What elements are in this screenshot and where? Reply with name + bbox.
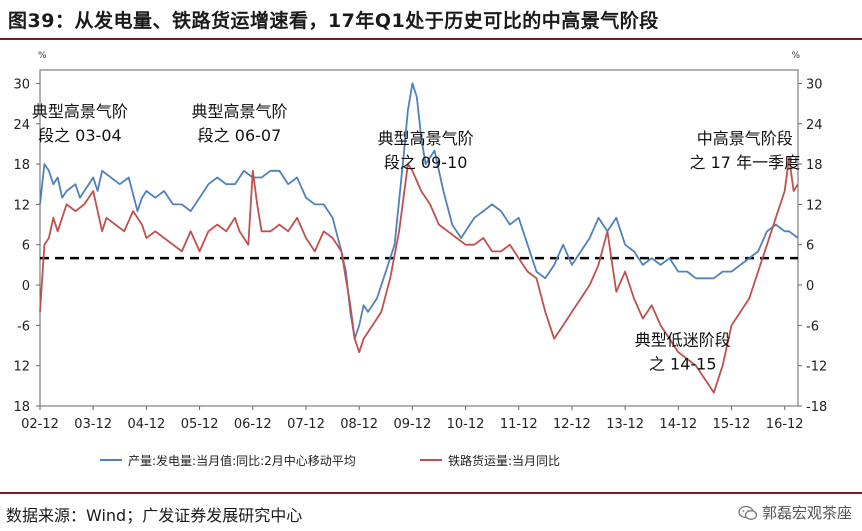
- right-tick-label: -18: [806, 400, 827, 415]
- wechat-icon: [738, 505, 758, 521]
- annotation-4-line-1: 中高景气阶段: [697, 129, 793, 148]
- left-tick-label: 30: [13, 77, 30, 92]
- x-tick-label: 11-12: [500, 417, 538, 432]
- series-line-1: [39, 82, 799, 340]
- x-tick-label: 08-12: [340, 417, 378, 432]
- right-axis-unit: %: [791, 51, 800, 61]
- right-tick-label: -6: [806, 319, 819, 334]
- x-tick-label: 05-12: [181, 417, 219, 432]
- legend-label-2: 铁路货运量:当月同比: [448, 453, 560, 468]
- x-tick-label: 03-12: [74, 417, 112, 432]
- left-tick-label: 6: [22, 239, 30, 254]
- x-tick-label: 09-12: [393, 417, 431, 432]
- left-tick-label: 12: [13, 360, 30, 375]
- left-tick-label: 12: [13, 198, 30, 213]
- series-line-2: [39, 156, 799, 394]
- annotation-5-line-1: 典型低迷阶段: [635, 331, 731, 350]
- x-tick-label: 04-12: [127, 417, 165, 432]
- watermark-text: 郭磊宏观茶座: [761, 504, 852, 522]
- right-tick-label: 18: [806, 158, 823, 173]
- annotation-3-line-1: 典型高景气阶: [378, 129, 474, 148]
- right-tick-label: 24: [806, 118, 823, 133]
- annotation-5-line-2: 之 14-15: [649, 355, 717, 374]
- left-tick-label: 24: [13, 118, 30, 133]
- x-tick-label: 10-12: [447, 417, 485, 432]
- left-tick-label: -6: [17, 319, 30, 334]
- x-tick-label: 13-12: [606, 417, 644, 432]
- left-tick-label: 18: [13, 158, 30, 173]
- title-bar: 图39：从发电量、铁路货运增速看，17年Q1处于历史可比的中高景气阶段: [0, 0, 862, 40]
- x-tick-label: 15-12: [713, 417, 751, 432]
- right-tick-label: 30: [806, 77, 823, 92]
- bottom-rule: [0, 492, 862, 494]
- annotation-1-line-1: 典型高景气阶: [32, 102, 128, 121]
- right-tick-label: 0: [806, 279, 814, 294]
- left-axis-unit: %: [38, 51, 47, 61]
- annotation-4-line-2: 之 17 年一季度: [690, 153, 801, 172]
- left-tick-label: 0: [22, 279, 30, 294]
- x-tick-label: 12-12: [553, 417, 591, 432]
- annotation-1-line-2: 段之 03-04: [38, 126, 122, 145]
- x-tick-label: 07-12: [287, 417, 325, 432]
- x-tick-label: 02-12: [21, 417, 59, 432]
- right-tick-label: 6: [806, 239, 814, 254]
- annotation-2-line-2: 段之 06-07: [198, 126, 282, 145]
- x-tick-label: 06-12: [234, 417, 272, 432]
- right-tick-label: 12: [806, 198, 823, 213]
- source-note: 数据来源：Wind；广发证券发展研究中心: [6, 506, 303, 525]
- left-tick-label: 18: [13, 400, 30, 415]
- x-tick-label: 14-12: [659, 417, 697, 432]
- annotation-2-line-1: 典型高景气阶: [191, 102, 287, 121]
- legend-label-1: 产量:发电量:当月值:同比:2月中心移动平均: [128, 453, 356, 468]
- chart-title: 图39：从发电量、铁路货运增速看，17年Q1处于历史可比的中高景气阶段: [8, 10, 659, 32]
- right-tick-label: -12: [806, 360, 827, 375]
- x-tick-label: 16-12: [766, 417, 804, 432]
- chart: % % 30 24 18 12 6 0 -6 12 18 30 24 18 12 6 0 -6 -12 -18 02-1…: [13, 51, 827, 468]
- watermark: 郭磊宏观茶座: [738, 502, 852, 523]
- annotation-3-line-2: 段之 09-10: [384, 153, 468, 172]
